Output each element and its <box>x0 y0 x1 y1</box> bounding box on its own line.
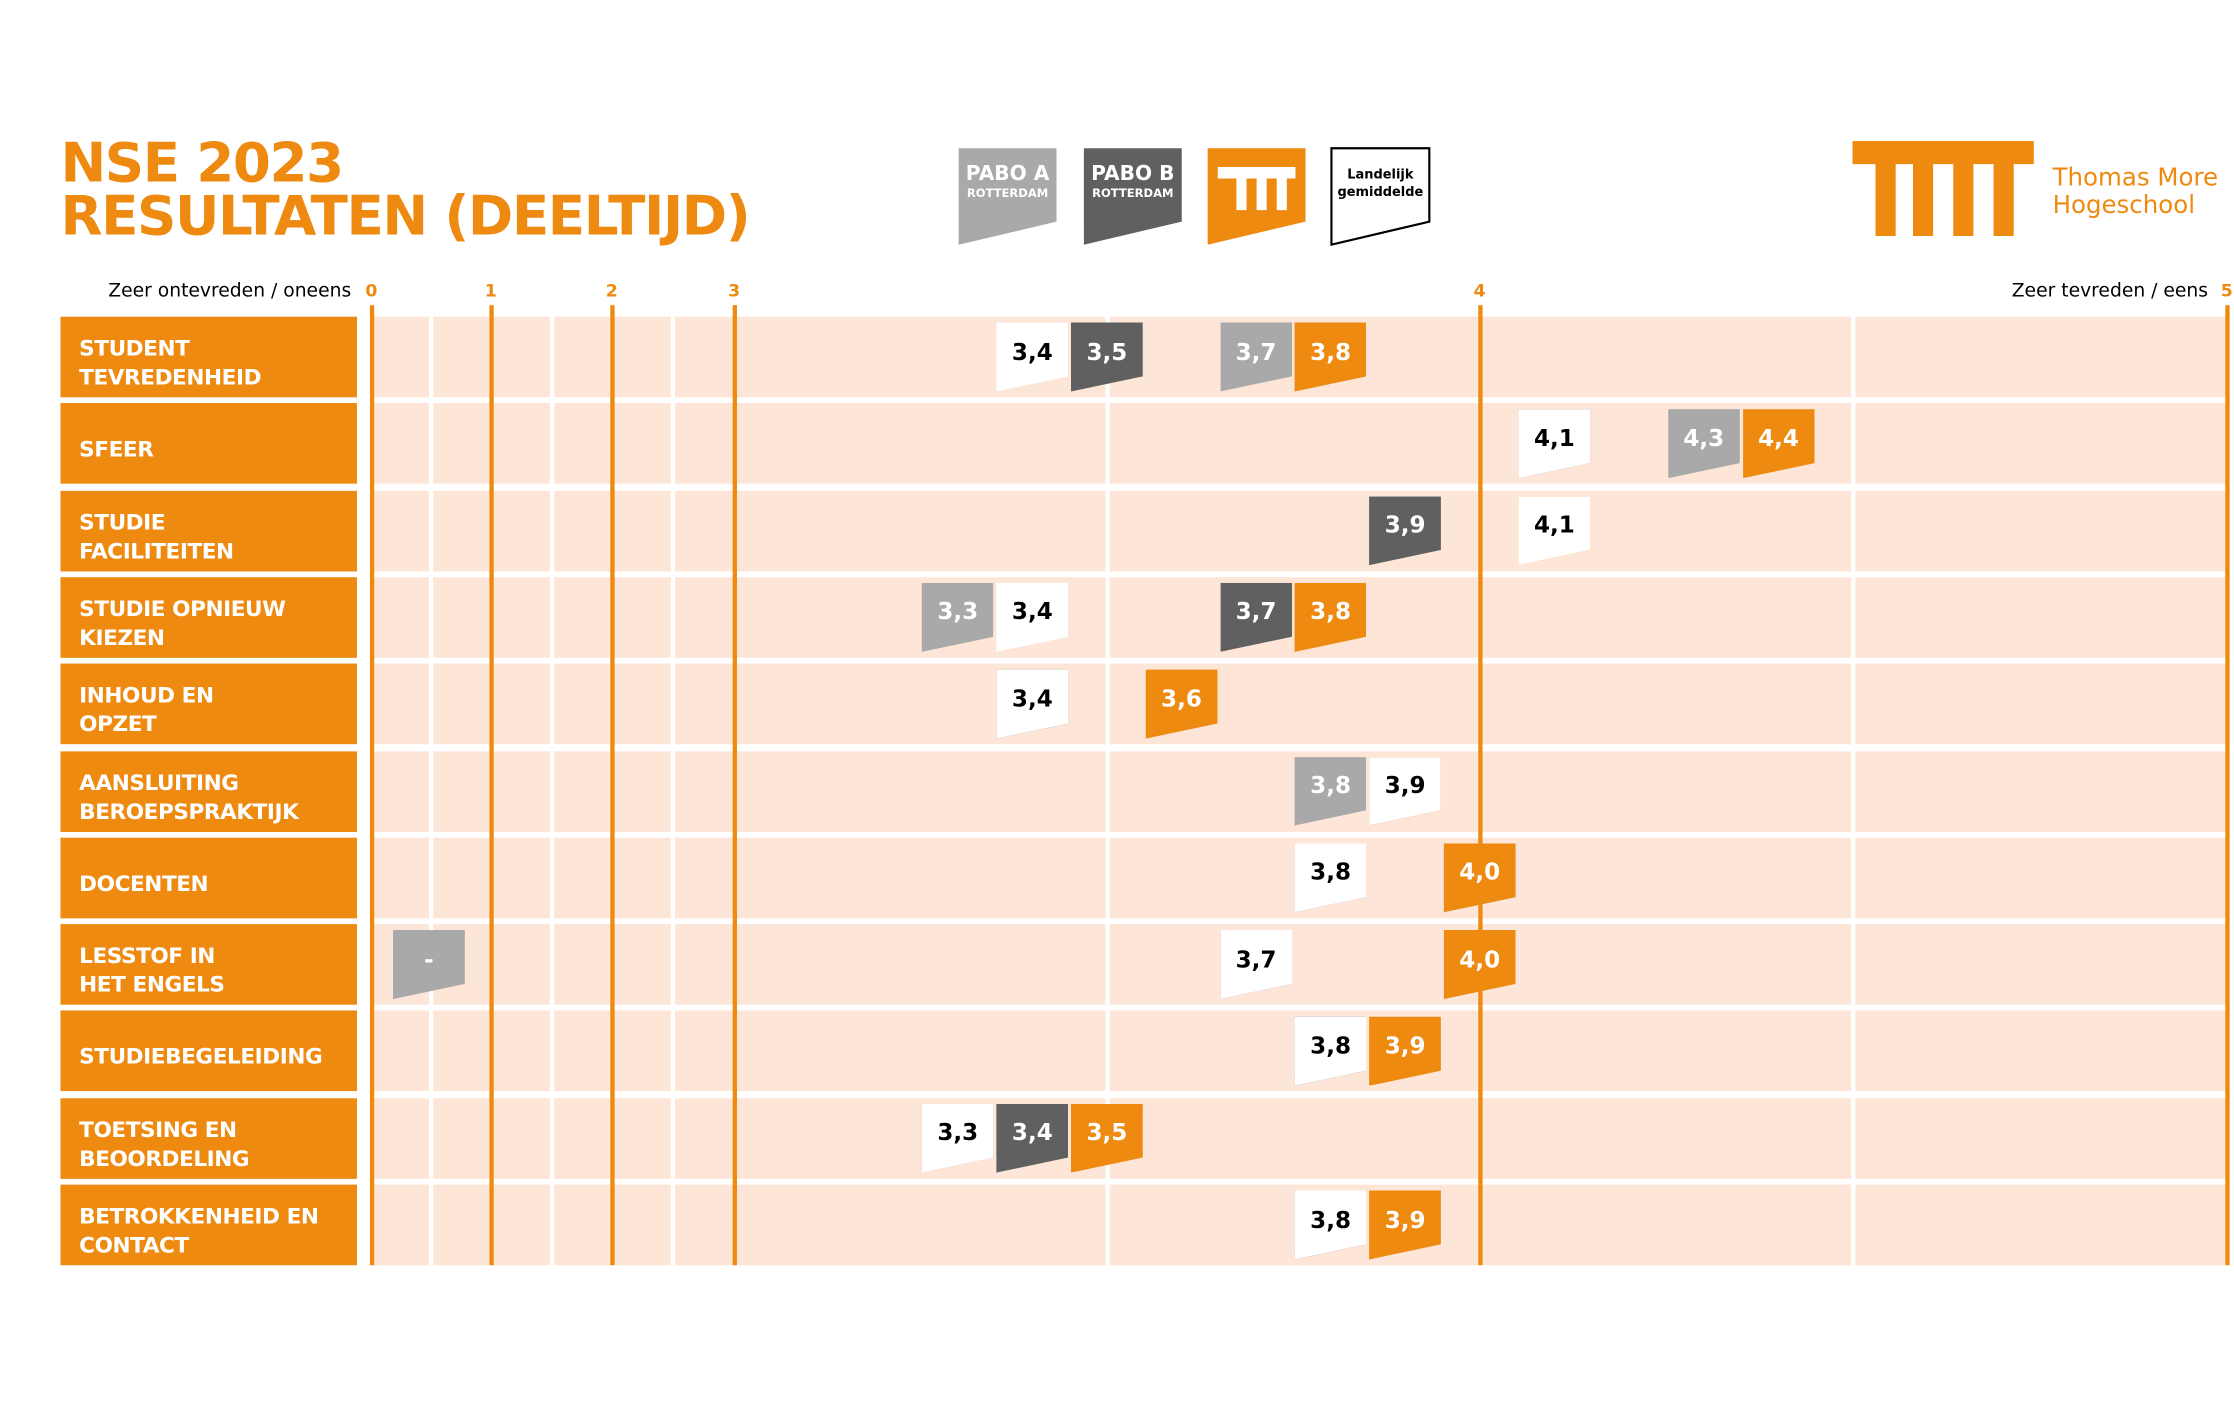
value-label: 3,8 <box>1310 1205 1351 1233</box>
value-label: 3,3 <box>937 597 979 626</box>
category-label: TOETSING EN BEOORDELING <box>60 1097 357 1179</box>
value-label: 3,8 <box>1310 858 1351 886</box>
value-label: 3,9 <box>1384 771 1426 799</box>
category-label: STUDIE FACILITEITEN <box>60 490 357 571</box>
legend-sublabel: ROTTERDAM <box>1092 187 1174 201</box>
grid-line <box>731 305 737 1266</box>
value-label: 4,3 <box>1683 424 1725 452</box>
axis-label-left: Zeer ontevreden / oneens <box>108 280 352 303</box>
legend-sublabel: ROTTERDAM <box>966 187 1049 201</box>
legend-text: PABO A ROTTERDAM <box>957 162 1058 203</box>
legend-item <box>1206 147 1307 246</box>
minor-grid-line <box>670 310 676 1266</box>
marker: 4,0 <box>1443 843 1516 913</box>
logo-mark <box>1852 141 2034 237</box>
minor-grid-line <box>1851 310 1856 1266</box>
grid-line <box>369 305 374 1266</box>
minor-grid-line <box>1104 310 1110 1266</box>
row-band <box>371 924 2227 1005</box>
value-label: 3,8 <box>1310 597 1351 626</box>
value-label: 3,8 <box>1310 771 1351 799</box>
row-band <box>371 403 2227 485</box>
category-label: STUDIEBEGELEIDING <box>60 1011 357 1092</box>
value-label: - <box>424 945 434 973</box>
category-label: AANSLUITING BEROEPSPRAKTIJK <box>60 750 357 832</box>
value-label: 3,4 <box>1011 337 1053 365</box>
value-label: 4,0 <box>1459 945 1501 973</box>
value-label: 3,9 <box>1384 1031 1426 1060</box>
minor-grid-line <box>428 310 434 1266</box>
legend-label: Landelijk gemiddelde <box>1337 168 1424 201</box>
legend-label: PABO A <box>965 162 1050 186</box>
legend-text: PABO B ROTTERDAM <box>1082 162 1183 203</box>
legend-item: PABO B ROTTERDAM <box>1082 147 1183 246</box>
x-tick-label: 2 <box>605 280 618 301</box>
value-label: 3,8 <box>1310 1031 1351 1060</box>
row-band <box>371 663 2227 745</box>
value-label: 3,9 <box>1384 511 1426 539</box>
x-tick-label: 0 <box>365 280 378 301</box>
marker: 3,4 <box>996 322 1069 392</box>
x-tick-label: 5 <box>2220 280 2233 301</box>
category-label: SFEER <box>60 403 357 485</box>
marker: 3,7 <box>1220 582 1292 652</box>
category-label: INHOUD EN OPZET <box>60 663 357 745</box>
value-label: 3,3 <box>937 1118 979 1147</box>
axis-label-right: Zeer tevreden / eens <box>2011 280 2209 303</box>
logo-text: Thomas More Hogeschool <box>2052 164 2219 221</box>
legend-label: PABO B <box>1091 162 1175 186</box>
x-tick-label: 3 <box>728 280 741 301</box>
legend-item: PABO A ROTTERDAM <box>957 147 1058 246</box>
legend-item: Landelijk gemiddelde <box>1330 147 1431 247</box>
grid-line <box>609 305 614 1266</box>
value-label: 4,1 <box>1533 511 1575 539</box>
grid-line <box>1477 305 1482 1266</box>
value-label: 3,7 <box>1235 597 1277 626</box>
marker: 4,0 <box>1443 929 1516 1000</box>
category-label: LESSTOF IN HET ENGELS <box>60 924 357 1005</box>
marker: 4,4 <box>1742 409 1815 479</box>
value-label: 4,4 <box>1758 424 1799 452</box>
value-label: 3,4 <box>1011 597 1053 626</box>
value-label: 4,0 <box>1459 858 1501 886</box>
value-label: 3,7 <box>1235 945 1277 973</box>
title: NSE 2023 RESULTATEN (DEELTIJD) <box>60 130 750 248</box>
grid-line <box>488 305 493 1266</box>
x-tick-label: 4 <box>1473 280 1486 301</box>
grid-line <box>2224 305 2229 1266</box>
row-band <box>371 490 2227 571</box>
category-label: STUDIE OPNIEUW KIEZEN <box>60 577 357 658</box>
value-label: 3,4 <box>1011 1118 1053 1147</box>
value-label: 3,8 <box>1310 337 1351 365</box>
value-label: 3,7 <box>1235 337 1277 365</box>
x-tick-label: 1 <box>484 280 497 301</box>
value-label: 3,5 <box>1086 337 1128 365</box>
value-label: 3,5 <box>1086 1118 1128 1147</box>
category-label: BETROKKENHEID EN CONTACT <box>60 1184 357 1266</box>
value-label: 3,6 <box>1161 684 1202 713</box>
value-label: 4,1 <box>1533 424 1575 452</box>
marker: 3,4 <box>996 669 1069 739</box>
marker: 3,3 <box>921 1103 994 1173</box>
category-label: DOCENTEN <box>60 837 357 919</box>
value-label: 3,4 <box>1011 684 1053 713</box>
category-label: STUDENT TEVREDENHEID <box>60 316 357 398</box>
legend-text: Landelijk gemiddelde <box>1330 167 1431 202</box>
row-band <box>371 1097 2227 1179</box>
value-label: 3,9 <box>1384 1205 1426 1233</box>
minor-grid-line <box>549 310 554 1266</box>
marker: 3,7 <box>1220 929 1292 1000</box>
